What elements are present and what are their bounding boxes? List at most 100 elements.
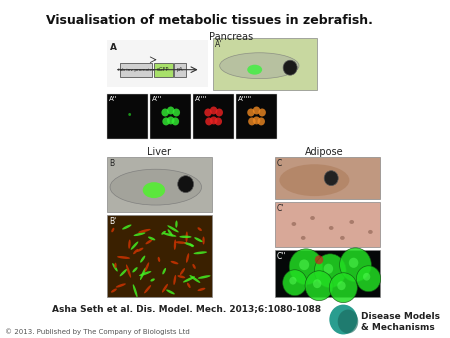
Ellipse shape — [140, 267, 146, 280]
Ellipse shape — [162, 284, 168, 293]
Text: B': B' — [109, 217, 117, 226]
Text: pA: pA — [177, 67, 183, 72]
Ellipse shape — [315, 254, 346, 288]
Ellipse shape — [161, 231, 166, 235]
Ellipse shape — [111, 288, 117, 293]
Ellipse shape — [116, 283, 126, 288]
Ellipse shape — [349, 258, 358, 268]
Ellipse shape — [329, 305, 357, 335]
Ellipse shape — [205, 118, 213, 125]
FancyBboxPatch shape — [107, 215, 212, 297]
Ellipse shape — [112, 263, 118, 271]
Ellipse shape — [338, 310, 358, 334]
Ellipse shape — [179, 236, 192, 238]
FancyBboxPatch shape — [275, 157, 380, 199]
Ellipse shape — [139, 271, 151, 276]
Ellipse shape — [176, 241, 186, 244]
Text: C'': C'' — [277, 252, 287, 261]
Ellipse shape — [148, 237, 155, 240]
FancyBboxPatch shape — [107, 94, 148, 139]
Text: Visualisation of metabolic tissues in zebrafish.: Visualisation of metabolic tissues in ze… — [46, 14, 374, 27]
Text: C': C' — [277, 204, 284, 213]
Ellipse shape — [315, 255, 323, 264]
Ellipse shape — [133, 249, 138, 254]
Ellipse shape — [257, 118, 265, 125]
Ellipse shape — [340, 248, 371, 282]
Text: Disease Models
& Mechanisms: Disease Models & Mechanisms — [361, 312, 440, 332]
Ellipse shape — [194, 237, 202, 242]
Ellipse shape — [329, 226, 333, 230]
FancyBboxPatch shape — [213, 38, 317, 90]
Ellipse shape — [177, 275, 185, 278]
Ellipse shape — [202, 237, 205, 244]
Ellipse shape — [178, 176, 194, 193]
Ellipse shape — [215, 118, 222, 125]
Ellipse shape — [166, 290, 175, 294]
FancyBboxPatch shape — [275, 250, 380, 297]
Text: A'': A'' — [109, 96, 117, 101]
Ellipse shape — [305, 271, 333, 300]
Text: fab inv promoter: fab inv promoter — [118, 68, 154, 72]
Ellipse shape — [144, 285, 151, 293]
Ellipse shape — [167, 106, 175, 115]
Ellipse shape — [187, 283, 191, 288]
Ellipse shape — [162, 118, 170, 125]
Ellipse shape — [167, 117, 175, 124]
Ellipse shape — [189, 275, 200, 283]
Text: Pancreas: Pancreas — [209, 32, 253, 42]
Text: Asha Seth et al. Dis. Model. Mech. 2013;6:1080-1088: Asha Seth et al. Dis. Model. Mech. 2013;… — [52, 304, 321, 313]
Ellipse shape — [324, 264, 333, 274]
Ellipse shape — [143, 182, 165, 198]
FancyBboxPatch shape — [150, 94, 191, 139]
Text: C: C — [277, 159, 282, 168]
Ellipse shape — [174, 240, 176, 250]
Ellipse shape — [120, 269, 127, 276]
FancyBboxPatch shape — [107, 157, 212, 212]
Text: A'''': A'''' — [195, 96, 207, 101]
Ellipse shape — [247, 65, 262, 75]
Text: A''''': A''''' — [238, 96, 252, 101]
FancyBboxPatch shape — [236, 94, 277, 139]
Ellipse shape — [184, 242, 194, 246]
Ellipse shape — [150, 279, 155, 282]
Ellipse shape — [132, 267, 138, 272]
Ellipse shape — [337, 281, 346, 290]
Ellipse shape — [210, 106, 217, 115]
Bar — [120, 63, 152, 77]
Ellipse shape — [138, 229, 151, 233]
Ellipse shape — [185, 232, 188, 242]
Ellipse shape — [171, 118, 179, 125]
Ellipse shape — [258, 108, 266, 117]
Ellipse shape — [128, 113, 131, 116]
Ellipse shape — [158, 257, 160, 262]
Ellipse shape — [111, 228, 114, 232]
Ellipse shape — [173, 275, 176, 285]
Ellipse shape — [301, 236, 306, 240]
Ellipse shape — [198, 275, 211, 279]
Text: Adipose: Adipose — [306, 147, 344, 157]
Ellipse shape — [292, 222, 296, 226]
Ellipse shape — [247, 108, 255, 117]
Ellipse shape — [186, 253, 189, 263]
Ellipse shape — [198, 288, 205, 291]
Ellipse shape — [363, 273, 370, 281]
Text: B: B — [109, 159, 114, 168]
Ellipse shape — [145, 239, 153, 244]
Ellipse shape — [210, 117, 217, 124]
Ellipse shape — [171, 261, 178, 264]
Ellipse shape — [356, 266, 381, 292]
Text: A: A — [110, 43, 117, 52]
Ellipse shape — [145, 262, 149, 272]
Ellipse shape — [162, 108, 169, 117]
Ellipse shape — [117, 256, 130, 259]
Ellipse shape — [175, 220, 178, 228]
Ellipse shape — [329, 273, 357, 303]
Ellipse shape — [163, 233, 176, 237]
Text: A''': A''' — [152, 96, 162, 101]
FancyBboxPatch shape — [275, 202, 380, 247]
Ellipse shape — [324, 171, 338, 186]
Ellipse shape — [180, 268, 185, 275]
Ellipse shape — [248, 118, 256, 125]
Ellipse shape — [114, 263, 117, 268]
Ellipse shape — [136, 248, 144, 252]
